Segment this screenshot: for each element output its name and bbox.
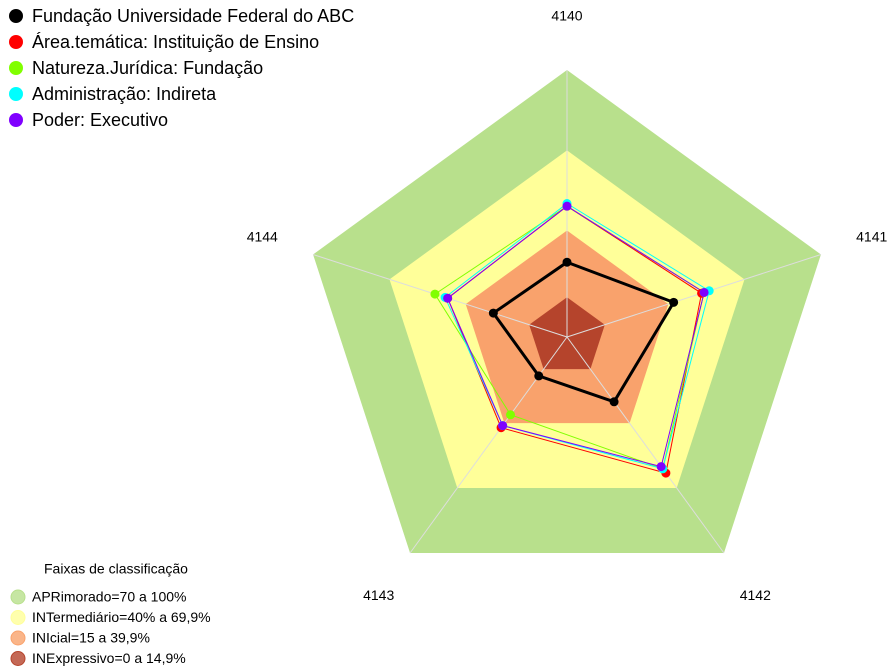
legend-marker — [9, 113, 23, 127]
point — [699, 287, 709, 297]
point — [669, 297, 679, 307]
axis-label: 4141 — [856, 229, 887, 245]
axis-label: 4143 — [363, 587, 394, 603]
spoke — [566, 336, 725, 554]
band-legend-label: APRimorado=70 a 100% — [32, 589, 187, 605]
point — [488, 308, 498, 318]
band-legend-marker — [10, 630, 26, 646]
spoke — [566, 254, 822, 338]
point — [562, 257, 572, 267]
point — [443, 293, 453, 303]
series-line — [444, 202, 710, 470]
series-line — [447, 205, 705, 468]
series-line — [491, 260, 676, 404]
point — [498, 421, 508, 431]
bands-title: Faixas de classificação — [44, 561, 188, 577]
point — [656, 462, 666, 472]
axis-label: 4142 — [740, 587, 771, 603]
legend-label: Área.temática: Instituição de Ensino — [32, 32, 319, 52]
point — [562, 201, 572, 211]
point — [430, 289, 440, 299]
point — [609, 397, 619, 407]
legend-marker — [9, 61, 23, 75]
band-legend-label: INIcial=15 a 39,9% — [32, 630, 150, 646]
legend-marker — [9, 9, 23, 23]
axis-label: 4140 — [551, 7, 582, 23]
band-legend-label: INTermediário=40% a 69,9% — [32, 609, 211, 625]
legend-marker — [9, 87, 23, 101]
legend-label: Fundação Universidade Federal do ABC — [32, 6, 354, 26]
spoke — [312, 254, 568, 338]
band-legend-marker — [10, 610, 26, 625]
legend-label: Administração: Indireta — [32, 84, 217, 104]
legend-marker — [9, 35, 23, 49]
legend-label: Poder: Executivo — [32, 110, 168, 130]
band-legend-label: INExpressivo=0 a 14,9% — [32, 650, 186, 666]
band-legend-marker — [10, 651, 26, 666]
legend-label: Natureza.Jurídica: Fundação — [32, 58, 263, 78]
band-legend-marker — [10, 589, 26, 605]
axis-label: 4144 — [247, 229, 278, 245]
point — [506, 410, 516, 420]
point — [534, 371, 544, 381]
